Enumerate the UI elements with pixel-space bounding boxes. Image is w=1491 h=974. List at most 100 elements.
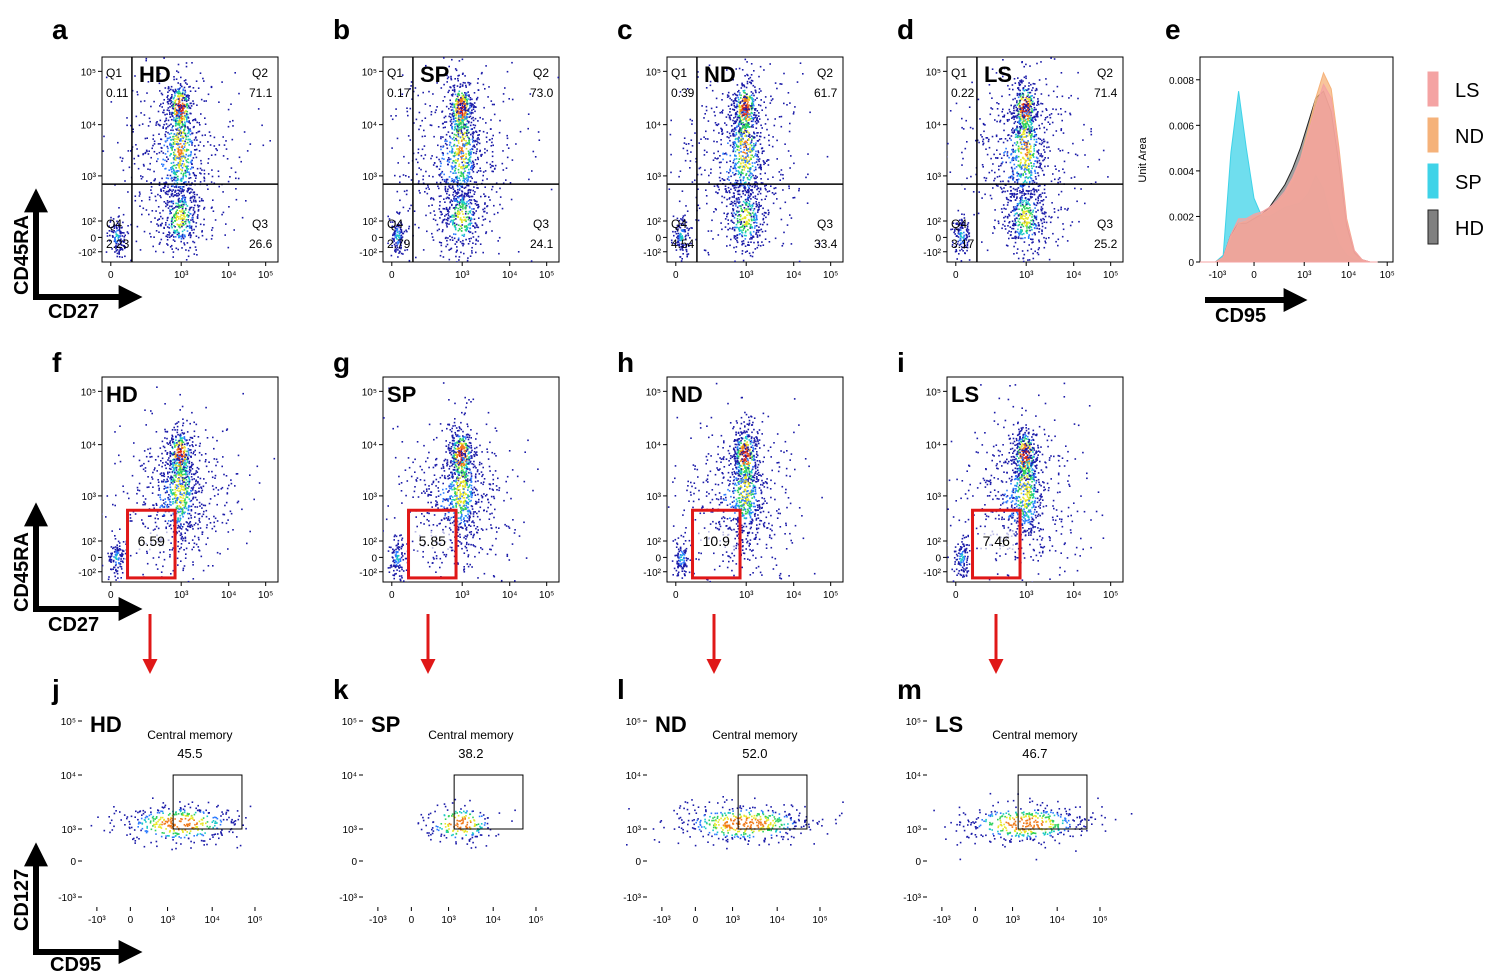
event-dot (747, 116, 749, 118)
event-dot (758, 229, 761, 232)
event-dot (736, 105, 739, 108)
event-dot (477, 240, 479, 242)
event-dot (176, 117, 178, 120)
event-dot (494, 167, 496, 170)
event-dot (755, 150, 757, 153)
event-dot (396, 137, 399, 140)
event-dot (180, 177, 183, 180)
event-dot (470, 202, 473, 205)
event-dot (470, 133, 472, 136)
event-dot (161, 106, 163, 108)
event-dot (181, 91, 184, 94)
event-dot (484, 148, 486, 150)
event-dot (478, 142, 481, 145)
event-dot (467, 110, 470, 112)
event-dot (185, 142, 187, 145)
event-dot (779, 179, 781, 181)
event-dot (162, 102, 164, 105)
event-dot (402, 206, 405, 209)
event-dot (713, 211, 715, 213)
event-dot (752, 118, 755, 121)
event-dot (738, 67, 741, 70)
event-dot (705, 105, 708, 108)
event-dot (686, 227, 688, 229)
event-dot (460, 140, 463, 142)
event-dot (460, 151, 463, 153)
event-dot (463, 219, 465, 222)
event-dot (455, 192, 457, 194)
event-dot (203, 80, 205, 82)
event-dot (158, 184, 161, 186)
event-dot (756, 176, 758, 178)
event-dot (399, 211, 401, 214)
event-dot (173, 169, 175, 171)
event-dot (747, 154, 749, 156)
event-dot (170, 101, 173, 104)
event-dot (458, 118, 460, 121)
event-dot (759, 164, 762, 166)
event-dot (400, 236, 402, 239)
event-dot (751, 98, 753, 100)
event-dot (691, 145, 694, 147)
event-dot (177, 113, 179, 116)
quadrant-value: 26.6 (249, 237, 273, 251)
event-dot (366, 152, 368, 154)
event-dot (449, 120, 452, 122)
event-dot (457, 229, 460, 232)
event-dot (738, 200, 740, 203)
event-dot (753, 186, 756, 189)
event-dot (177, 132, 179, 134)
event-dot (765, 189, 767, 191)
event-dot (749, 81, 751, 83)
event-dot (757, 158, 759, 161)
event-dot (697, 204, 700, 207)
event-dot (736, 162, 739, 164)
event-dot (173, 110, 176, 113)
event-dot (744, 128, 746, 130)
event-dot (119, 232, 121, 234)
event-dot (746, 250, 748, 252)
event-dot (678, 239, 681, 242)
event-dot (482, 219, 485, 221)
event-dot (1018, 102, 1021, 105)
event-dot (729, 170, 731, 172)
event-dot (750, 105, 753, 107)
event-dot (755, 181, 757, 183)
event-dot (178, 155, 180, 157)
event-dot (174, 189, 177, 192)
event-dot (127, 150, 130, 152)
event-dot (394, 220, 396, 223)
event-dot (748, 182, 750, 184)
event-dot (747, 143, 749, 146)
event-dot (476, 200, 478, 203)
event-dot (1019, 80, 1021, 82)
event-dot (704, 169, 706, 171)
event-dot (738, 132, 741, 134)
event-dot (433, 135, 435, 138)
event-dot (171, 112, 174, 114)
event-dot (174, 135, 177, 137)
event-dot (470, 166, 472, 169)
event-dot (468, 137, 470, 140)
event-dot (687, 253, 690, 255)
event-dot (478, 217, 480, 219)
event-dot (202, 299, 204, 301)
event-dot (155, 250, 157, 253)
event-dot (733, 195, 735, 197)
event-dot (136, 93, 139, 96)
event-dot (752, 191, 754, 194)
event-dot (482, 118, 484, 120)
event-dot (123, 245, 126, 247)
event-dot (428, 90, 430, 93)
event-dot (169, 200, 171, 203)
event-dot (170, 96, 173, 99)
event-dot (737, 215, 739, 217)
event-dot (760, 228, 763, 231)
event-dot (171, 193, 174, 195)
event-dot (746, 155, 749, 157)
quadrant-value: 73.0 (530, 86, 554, 100)
event-dot (457, 140, 460, 142)
event-dot (456, 203, 458, 206)
event-dot (194, 199, 197, 202)
event-dot (462, 243, 465, 245)
